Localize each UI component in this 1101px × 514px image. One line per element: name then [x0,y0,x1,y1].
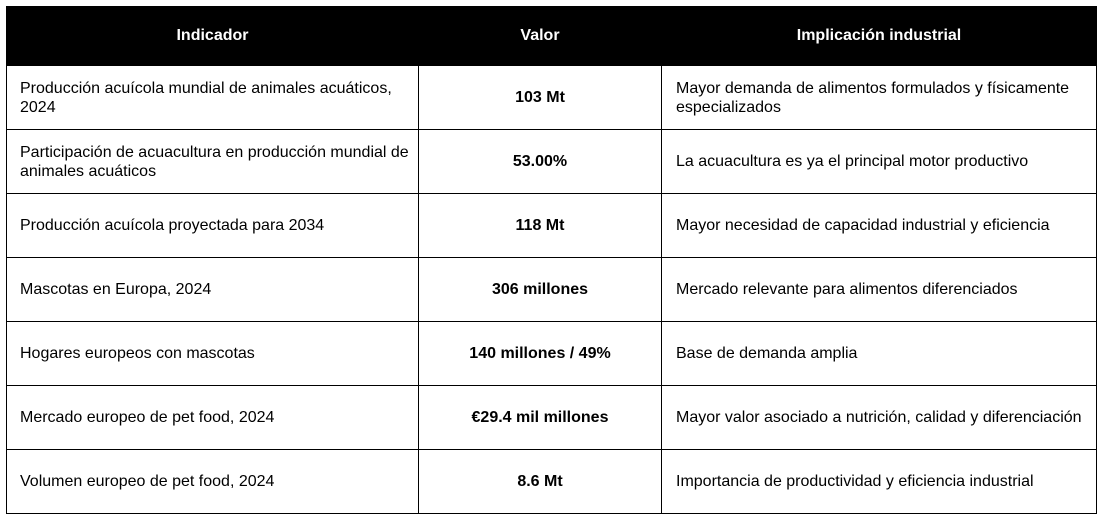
cell-implicacion: Mercado relevante para alimentos diferen… [661,257,1097,322]
table-row: Mercado europeo de pet food, 2024 €29.4 … [6,385,1097,450]
cell-valor: 118 Mt [418,193,662,258]
cell-implicacion: Mayor demanda de alimentos formulados y … [661,65,1097,130]
table-row: Producción acuícola mundial de animales … [6,65,1097,130]
indicator-table-container: Indicador Valor Implicación industrial P… [6,6,1097,514]
cell-valor: 8.6 Mt [418,449,662,514]
cell-implicacion: Mayor necesidad de capacidad industrial … [661,193,1097,258]
cell-indicador: Volumen europeo de pet food, 2024 [6,449,419,514]
cell-valor: 103 Mt [418,65,662,130]
cell-implicacion: La acuacultura es ya el principal motor … [661,129,1097,194]
cell-indicador: Producción acuícola mundial de animales … [6,65,419,130]
table-header: Indicador Valor Implicación industrial [6,6,1097,66]
cell-indicador: Mascotas en Europa, 2024 [6,257,419,322]
cell-indicador: Hogares europeos con mascotas [6,321,419,386]
cell-indicador: Producción acuícola proyectada para 2034 [6,193,419,258]
cell-implicacion: Mayor valor asociado a nutrición, calida… [661,385,1097,450]
table-body: Producción acuícola mundial de animales … [6,65,1097,514]
cell-implicacion: Importancia de productividad y eficienci… [661,449,1097,514]
cell-valor: 140 millones / 49% [418,321,662,386]
header-valor: Valor [418,6,662,66]
table-row: Hogares europeos con mascotas 140 millon… [6,321,1097,386]
table-row: Volumen europeo de pet food, 2024 8.6 Mt… [6,449,1097,514]
header-row: Indicador Valor Implicación industrial [6,6,1097,66]
cell-indicador: Participación de acuacultura en producci… [6,129,419,194]
table-row: Participación de acuacultura en producci… [6,129,1097,194]
cell-valor: €29.4 mil millones [418,385,662,450]
header-implicacion: Implicación industrial [661,6,1097,66]
cell-indicador: Mercado europeo de pet food, 2024 [6,385,419,450]
table-row: Producción acuícola proyectada para 2034… [6,193,1097,258]
header-indicador: Indicador [6,6,419,66]
cell-valor: 53.00% [418,129,662,194]
cell-valor: 306 millones [418,257,662,322]
indicator-table: Indicador Valor Implicación industrial P… [6,6,1097,514]
cell-implicacion: Base de demanda amplia [661,321,1097,386]
table-row: Mascotas en Europa, 2024 306 millones Me… [6,257,1097,322]
